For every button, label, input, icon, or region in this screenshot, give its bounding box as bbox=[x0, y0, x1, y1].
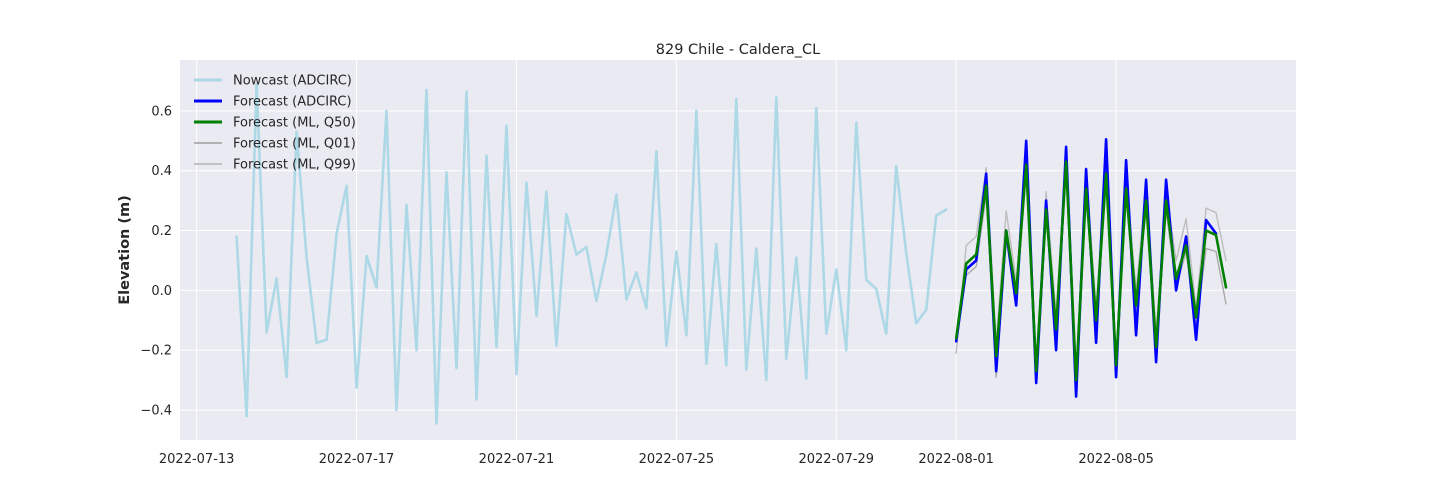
y-tick-label: 0.4 bbox=[151, 164, 172, 179]
y-tick-label: −0.2 bbox=[140, 344, 172, 359]
x-tick-label: 2022-07-17 bbox=[319, 452, 395, 467]
legend: Nowcast (ADCIRC) Forecast (ADCIRC) Forecas… bbox=[194, 74, 356, 173]
legend-label: Forecast (ML, Q99) bbox=[233, 158, 356, 173]
x-tick-label: 2022-07-13 bbox=[159, 452, 235, 467]
legend-label: Forecast (ML, Q50) bbox=[233, 116, 356, 131]
y-tick-label: −0.4 bbox=[140, 404, 172, 419]
y-tick-label: 0.6 bbox=[151, 104, 172, 119]
series-line-forecast-ml-q50 bbox=[954, 160, 1228, 382]
legend-label: Forecast (ADCIRC) bbox=[233, 95, 352, 110]
x-tick-label: 2022-07-21 bbox=[479, 452, 555, 467]
x-tick-label: 2022-07-29 bbox=[798, 452, 874, 467]
legend-label: Forecast (ML, Q01) bbox=[233, 137, 356, 152]
series-lines bbox=[235, 82, 1228, 425]
y-tick-label: 0.0 bbox=[151, 284, 172, 299]
y-tick-label: 0.2 bbox=[151, 224, 172, 239]
x-tick-label: 2022-08-01 bbox=[918, 452, 994, 467]
series-line-nowcast-adcirc bbox=[235, 82, 948, 425]
x-tick-label: 2022-08-05 bbox=[1078, 452, 1154, 467]
chart-title: 829 Chile - Caldera_CL bbox=[656, 42, 821, 58]
x-tick-label: 2022-07-25 bbox=[639, 452, 715, 467]
axis-ticks: 2022-07-13 2022-07-17 2022-07-21 2022-07-25… bbox=[140, 104, 1153, 467]
y-axis-label: Elevation (m) bbox=[117, 195, 133, 305]
legend-label: Nowcast (ADCIRC) bbox=[233, 74, 352, 89]
